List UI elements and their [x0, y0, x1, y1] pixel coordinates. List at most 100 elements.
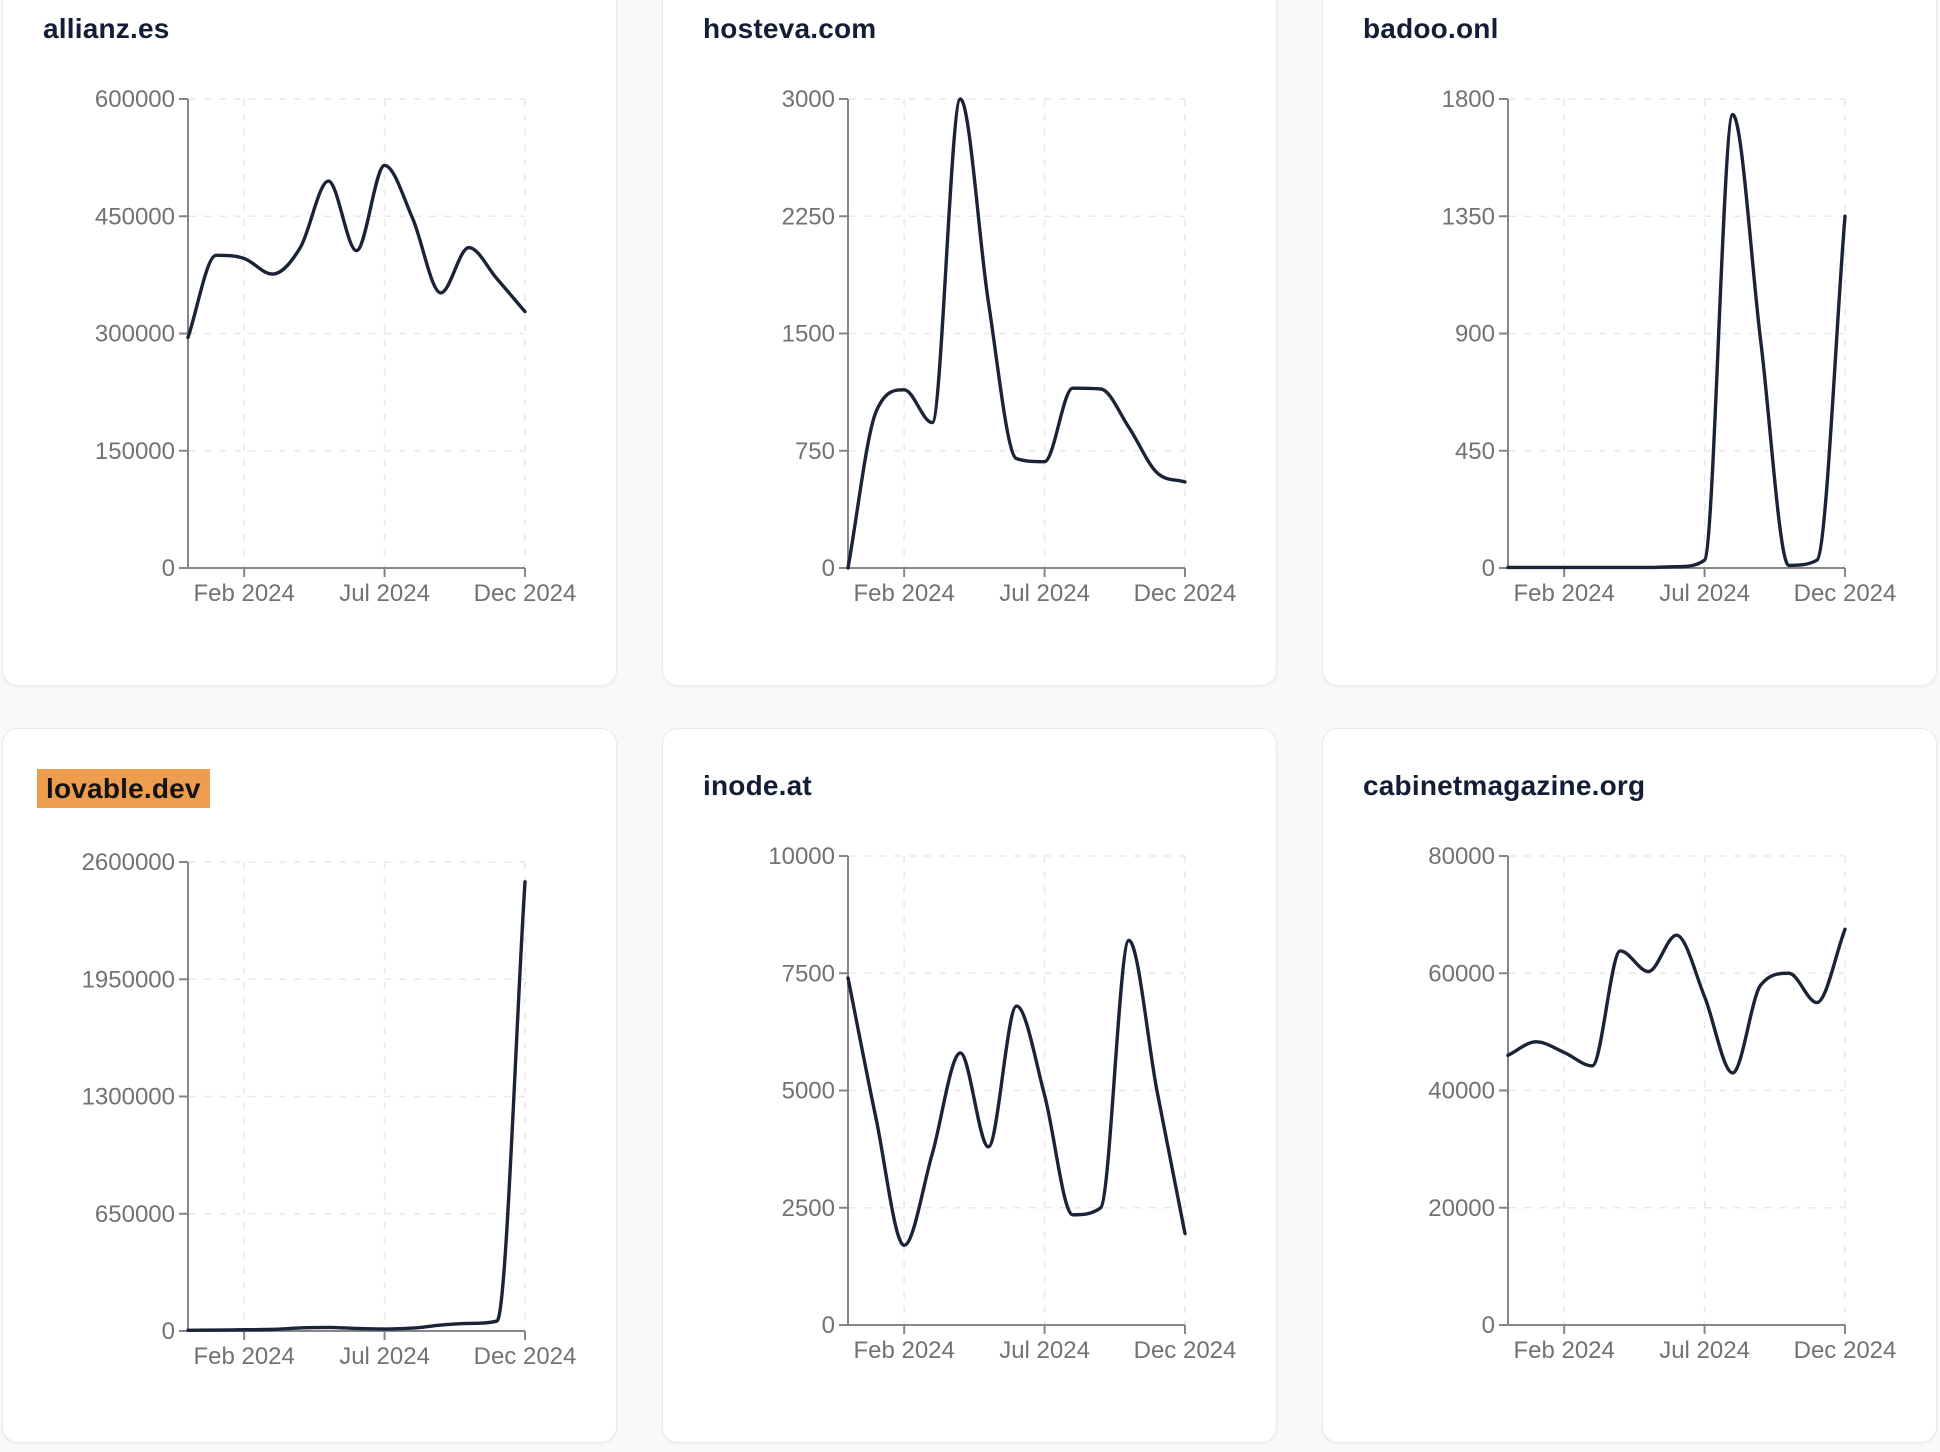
x-tick-label: Feb 2024 — [1513, 1337, 1614, 1364]
x-tick-label: Jul 2024 — [999, 580, 1090, 607]
chart-card-header: cabinetmagazine.org — [1363, 769, 1896, 802]
gridlines — [849, 98, 1186, 567]
series-line — [1506, 112, 1847, 570]
x-tick-labels: Feb 2024 Jul 2024 Dec 2024 — [1513, 1337, 1896, 1364]
y-tick-labels: 0 20000 40000 60000 80000 — [1428, 843, 1495, 1339]
series-line — [186, 880, 527, 1332]
y-tick-label: 10000 — [768, 843, 835, 870]
x-tick-labels: Feb 2024 Jul 2024 Dec 2024 — [853, 1337, 1236, 1364]
y-tick-labels: 0 450 900 1350 1800 — [1442, 86, 1495, 582]
x-tick-label: Feb 2024 — [193, 1343, 294, 1370]
x-tick-label: Dec 2024 — [474, 1343, 577, 1370]
x-tick-label: Jul 2024 — [339, 580, 430, 607]
x-tick-label: Dec 2024 — [1134, 580, 1237, 607]
y-tick-label: 0 — [1482, 555, 1495, 582]
gridlines — [849, 855, 1186, 1324]
chart-title: cabinetmagazine.org — [1363, 770, 1646, 801]
chart-card-header: badoo.onl — [1363, 12, 1896, 45]
y-tick-label: 60000 — [1428, 960, 1495, 987]
x-tick-label: Jul 2024 — [339, 1343, 430, 1370]
x-axis — [188, 567, 526, 577]
y-tick-labels: 0 150000 300000 450000 600000 — [95, 86, 175, 582]
x-axis — [1508, 1324, 1846, 1334]
y-tick-label: 1500 — [782, 321, 835, 348]
x-tick-label: Dec 2024 — [1794, 580, 1897, 607]
y-tick-label: 0 — [162, 1318, 175, 1345]
y-axis — [179, 98, 189, 569]
y-tick-label: 1800 — [1442, 86, 1495, 113]
x-tick-label: Jul 2024 — [1659, 1337, 1750, 1364]
chart-card-lovable.dev: lovable.dev 0 650000 1300000 1950000 2600000… — [2, 728, 617, 1443]
x-axis — [848, 567, 1186, 577]
chart-title: allianz.es — [43, 13, 170, 44]
y-tick-label: 0 — [1482, 1312, 1495, 1339]
x-tick-label: Feb 2024 — [853, 1337, 954, 1364]
chart-card-inode.at: inode.at 0 2500 5000 7500 10000 Feb 2024 Jul 2… — [662, 728, 1277, 1443]
x-tick-label: Dec 2024 — [474, 580, 577, 607]
y-tick-label: 600000 — [95, 86, 175, 113]
y-tick-label: 5000 — [782, 1078, 835, 1105]
y-tick-label: 40000 — [1428, 1078, 1495, 1105]
x-tick-label: Jul 2024 — [1659, 580, 1750, 607]
line-chart: 0 650000 1300000 1950000 2600000 Feb 2024 Jul … — [82, 849, 577, 1370]
y-tick-label: 20000 — [1428, 1195, 1495, 1222]
x-axis — [848, 1324, 1186, 1334]
y-tick-label: 2500 — [782, 1195, 835, 1222]
chart-card-header: inode.at — [703, 769, 1236, 802]
y-tick-label: 3000 — [782, 86, 835, 113]
gridlines — [1509, 855, 1846, 1324]
y-tick-label: 80000 — [1428, 843, 1495, 870]
y-axis — [1499, 98, 1509, 569]
line-chart: 0 20000 40000 60000 80000 Feb 2024 Jul 2024 Dec… — [1428, 843, 1896, 1364]
series-line — [1506, 927, 1847, 1075]
x-tick-label: Feb 2024 — [1513, 580, 1614, 607]
y-tick-label: 450 — [1455, 438, 1495, 465]
series-line — [846, 97, 1187, 570]
y-axis — [839, 855, 849, 1326]
y-tick-labels: 0 2500 5000 7500 10000 — [768, 843, 835, 1339]
y-tick-label: 2600000 — [82, 849, 175, 876]
x-tick-labels: Feb 2024 Jul 2024 Dec 2024 — [193, 1343, 576, 1370]
chart-card-cabinetmagazine.org: cabinetmagazine.org 0 20000 40000 60000 8000… — [1322, 728, 1937, 1443]
x-tick-label: Dec 2024 — [1134, 1337, 1237, 1364]
chart-title: badoo.onl — [1363, 13, 1499, 44]
x-tick-label: Jul 2024 — [999, 1337, 1090, 1364]
y-tick-label: 1950000 — [82, 966, 175, 993]
x-tick-label: Feb 2024 — [853, 580, 954, 607]
y-tick-label: 300000 — [95, 321, 175, 348]
y-tick-labels: 0 650000 1300000 1950000 2600000 — [82, 849, 175, 1345]
y-tick-label: 7500 — [782, 960, 835, 987]
x-tick-labels: Feb 2024 Jul 2024 Dec 2024 — [193, 580, 576, 607]
chart-card-hosteva.com: hosteva.com 0 750 1500 2250 3000 Feb 2024 Jul … — [662, 0, 1277, 686]
y-tick-labels: 0 750 1500 2250 3000 — [782, 86, 835, 582]
y-tick-label: 750 — [795, 438, 835, 465]
chart-card-allianz.es: allianz.es 0 150000 300000 450000 600000 Feb … — [2, 0, 617, 686]
y-tick-label: 1300000 — [82, 1084, 175, 1111]
chart-title: lovable.dev — [37, 769, 210, 808]
x-tick-labels: Feb 2024 Jul 2024 Dec 2024 — [1513, 580, 1896, 607]
y-tick-label: 650000 — [95, 1201, 175, 1228]
x-tick-labels: Feb 2024 Jul 2024 Dec 2024 — [853, 580, 1236, 607]
y-tick-label: 900 — [1455, 321, 1495, 348]
y-tick-label: 450000 — [95, 203, 175, 230]
y-axis — [179, 861, 189, 1332]
series-line — [846, 938, 1187, 1247]
line-chart: 0 150000 300000 450000 600000 Feb 2024 Jul 202… — [95, 86, 576, 607]
x-axis — [1508, 567, 1846, 577]
line-chart: 0 450 900 1350 1800 Feb 2024 Jul 2024 Dec 2024 — [1442, 86, 1897, 607]
line-chart: 0 2500 5000 7500 10000 Feb 2024 Jul 2024 Dec 20… — [768, 843, 1236, 1364]
y-tick-label: 1350 — [1442, 203, 1495, 230]
chart-title: inode.at — [703, 770, 812, 801]
y-tick-label: 0 — [822, 1312, 835, 1339]
y-tick-label: 150000 — [95, 438, 175, 465]
gridlines — [189, 98, 526, 567]
chart-title: hosteva.com — [703, 13, 877, 44]
chart-card-header: lovable.dev — [37, 769, 576, 808]
chart-card-header: hosteva.com — [703, 12, 1236, 45]
chart-card-badoo.onl: badoo.onl 0 450 900 1350 1800 Feb 2024 Jul 202… — [1322, 0, 1937, 686]
x-tick-label: Feb 2024 — [193, 580, 294, 607]
y-tick-label: 0 — [822, 555, 835, 582]
line-chart: 0 750 1500 2250 3000 Feb 2024 Jul 2024 Dec 2024 — [782, 86, 1237, 607]
gridlines — [1509, 98, 1846, 567]
series-line — [186, 163, 527, 340]
